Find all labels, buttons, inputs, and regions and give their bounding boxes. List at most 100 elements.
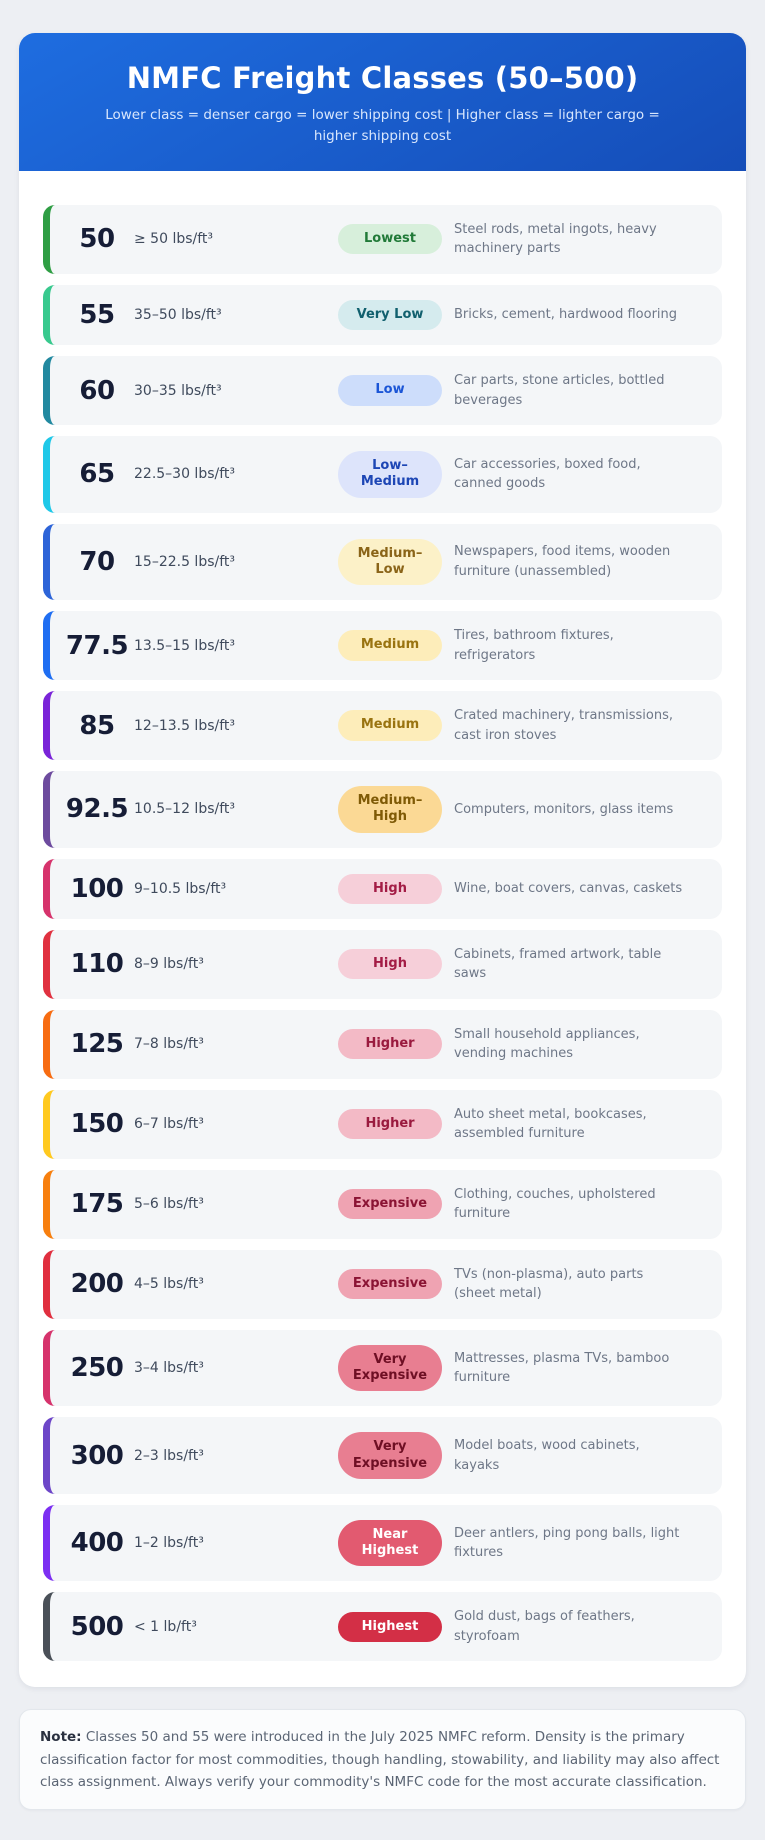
density-range: 13.5–15 lbs/ft³ (134, 637, 236, 654)
class-number: 300 (70, 1440, 124, 1471)
freight-class-row: 500 < 1 lb/ft³ Highest Gold dust, bags of f… (43, 1592, 722, 1662)
class-number: 85 (79, 710, 115, 741)
example-items: Gold dust, bags of feathers, styrofoam (454, 1609, 635, 1644)
class-number: 100 (70, 873, 124, 904)
cost-badge-cell: Near Highest (330, 1519, 450, 1567)
cost-badge: Low–Medium (338, 451, 442, 498)
class-number: 77.5 (65, 630, 129, 661)
example-items: Car accessories, boxed food, canned good… (454, 456, 641, 492)
example-items: Deer antlers, ping pong balls, light fix… (454, 1525, 680, 1561)
density-range: 8–9 lbs/ft³ (134, 956, 204, 973)
density-range: 22.5–30 lbs/ft³ (134, 466, 236, 483)
cost-badge-cell: High (330, 873, 450, 904)
page-title: NMFC Freight Classes (50–500) (126, 61, 639, 95)
cost-badge-cell: Expensive (330, 1189, 450, 1220)
cost-badge-cell: Highest (330, 1611, 450, 1642)
cost-badge: Highest (338, 1611, 442, 1642)
example-items: Cabinets, framed artwork, table saws (454, 946, 662, 982)
cost-badge: Higher (338, 1109, 442, 1140)
density-range: 3–4 lbs/ft³ (134, 1360, 204, 1377)
freight-class-row: 175 5–6 lbs/ft³ Expensive Clothing, couches… (43, 1169, 722, 1239)
cost-badge-cell: Very Expensive (330, 1432, 450, 1479)
page-subtitle: Lower class = denser cargo = lower shipp… (105, 107, 660, 144)
cost-badge-cell: Very Low (330, 299, 450, 331)
class-number: 70 (79, 546, 115, 577)
freight-class-row: 110 8–9 lbs/ft³ High Cabinets, framed artwo… (43, 929, 722, 999)
freight-class-row: 85 12–13.5 lbs/ft³ Medium Crated machinery,… (43, 691, 722, 761)
example-items: Computers, monitors, glass items (454, 801, 674, 817)
freight-class-row: 65 22.5–30 lbs/ft³ Low–Medium Car accessori… (43, 436, 722, 513)
density-range: 12–13.5 lbs/ft³ (134, 717, 236, 734)
density-range: 5–6 lbs/ft³ (134, 1196, 204, 1213)
class-number: 250 (70, 1353, 124, 1384)
cost-badge: High (338, 949, 442, 980)
example-items: Small household appliances, vending mach… (454, 1026, 640, 1062)
cost-badge: Medium–Low (338, 538, 442, 586)
freight-class-row: 200 4–5 lbs/ft³ Expensive TVs (non-plasma),… (43, 1249, 722, 1319)
density-range: 2–3 lbs/ft³ (134, 1447, 204, 1464)
example-items: TVs (non-plasma), auto parts (sheet meta… (454, 1266, 644, 1302)
class-number: 400 (70, 1528, 124, 1559)
cost-badge: Medium–High (338, 786, 442, 833)
cost-badge-cell: Very Expensive (330, 1344, 450, 1392)
cost-badge: Higher (338, 1029, 442, 1060)
freight-class-row: 300 2–3 lbs/ft³ Very Expensive Model boats,… (43, 1417, 722, 1494)
freight-class-row: 400 1–2 lbs/ft³ Near Highest Deer antlers, … (43, 1504, 722, 1582)
freight-class-row: 77.5 13.5–15 lbs/ft³ Medium Tires, bathroom… (43, 611, 722, 681)
cost-badge: Very Expensive (338, 1432, 442, 1479)
note-text: Note: Classes 50 and 55 were introduced … (40, 1726, 725, 1793)
density-range: < 1 lb/ft³ (134, 1618, 197, 1635)
density-range: 9–10.5 lbs/ft³ (134, 880, 227, 897)
density-range: 10.5–12 lbs/ft³ (134, 801, 236, 818)
freight-class-row: 100 9–10.5 lbs/ft³ High Wine, boat covers, … (43, 858, 722, 919)
cost-badge: Near Highest (338, 1519, 442, 1567)
density-range: 6–7 lbs/ft³ (134, 1116, 204, 1133)
cost-badge-cell: Higher (330, 1109, 450, 1140)
cost-badge-cell: Low (330, 375, 450, 406)
class-number: 150 (70, 1109, 124, 1140)
example-items: Car parts, stone articles, bottled bever… (454, 373, 665, 408)
class-number: 92.5 (65, 794, 129, 825)
note-body: Classes 50 and 55 were introduced in the… (40, 1729, 720, 1790)
density-range: 1–2 lbs/ft³ (134, 1535, 204, 1552)
cost-badge-cell: Lowest (330, 224, 450, 255)
header: NMFC Freight Classes (50–500) Lower clas… (19, 33, 746, 171)
cost-badge-cell: Medium–High (330, 786, 450, 833)
freight-class-row: 50 ≥ 50 lbs/ft³ Lowest Steel rods, metal in… (43, 204, 722, 274)
class-number: 55 (79, 299, 115, 330)
cost-badge: Medium (338, 710, 442, 741)
class-number: 110 (70, 949, 124, 980)
example-items: Auto sheet metal, bookcases, assembled f… (454, 1106, 647, 1142)
cost-badge-cell: Higher (330, 1029, 450, 1060)
cost-badge: Expensive (338, 1189, 442, 1220)
freight-class-row: 92.5 10.5–12 lbs/ft³ Medium–High Computers,… (43, 771, 722, 848)
density-range: 35–50 lbs/ft³ (134, 306, 222, 323)
example-items: Mattresses, plasma TVs, bamboo furniture (454, 1350, 670, 1386)
class-number: 60 (79, 375, 115, 406)
note-label: Note: (40, 1729, 82, 1746)
cost-badge-cell: Expensive (330, 1269, 450, 1300)
class-number: 500 (70, 1611, 124, 1642)
freight-class-row: 125 7–8 lbs/ft³ Higher Small household appl… (43, 1009, 722, 1079)
example-items: Clothing, couches, upholstered furniture (454, 1186, 656, 1222)
density-range: ≥ 50 lbs/ft³ (134, 231, 214, 248)
cost-badge-cell: Low–Medium (330, 451, 450, 498)
density-range: 15–22.5 lbs/ft³ (134, 553, 236, 570)
example-items: Bricks, cement, hardwood flooring (454, 307, 678, 323)
example-items: Crated machinery, transmissions, cast ir… (454, 708, 673, 743)
class-number: 65 (79, 459, 115, 490)
cost-badge-cell: Medium (330, 710, 450, 741)
cost-badge: Low (338, 375, 442, 406)
example-items: Wine, boat covers, canvas, caskets (454, 880, 683, 896)
example-items: Newspapers, food items, wooden furniture… (454, 544, 671, 579)
class-number: 200 (70, 1269, 124, 1300)
cost-badge: Medium (338, 630, 442, 661)
cost-badge: High (338, 873, 442, 904)
cost-badge-cell: Medium (330, 630, 450, 661)
freight-class-row: 250 3–4 lbs/ft³ Very Expensive Mattresses, … (43, 1329, 722, 1407)
freight-class-row: 60 30–35 lbs/ft³ Low Car parts, stone artic… (43, 356, 722, 426)
density-range: 7–8 lbs/ft³ (134, 1036, 204, 1053)
example-items: Tires, bathroom fixtures, refrigerators (454, 628, 614, 663)
example-items: Model boats, wood cabinets, kayaks (454, 1438, 640, 1473)
